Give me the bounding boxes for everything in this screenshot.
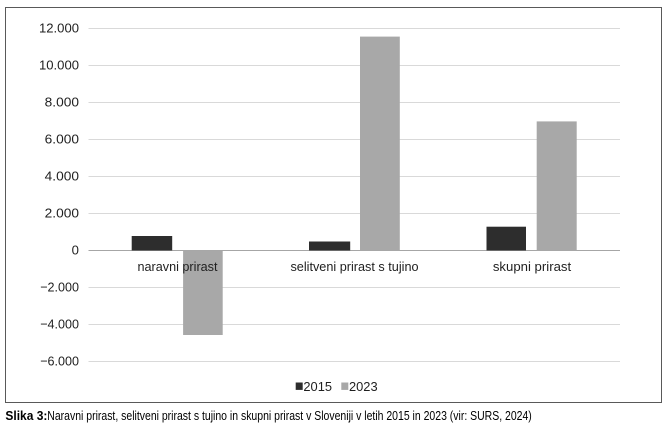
svg-text:naravni prirast: naravni prirast bbox=[138, 259, 218, 274]
svg-text:4.000: 4.000 bbox=[45, 168, 79, 183]
svg-text:0: 0 bbox=[72, 242, 79, 257]
svg-text:2015: 2015 bbox=[303, 379, 332, 394]
svg-text:8.000: 8.000 bbox=[45, 94, 79, 109]
svg-text:skupni prirast: skupni prirast bbox=[493, 259, 572, 274]
svg-text:6.000: 6.000 bbox=[45, 131, 79, 146]
svg-text:−2.000: −2.000 bbox=[40, 279, 79, 294]
svg-text:2023: 2023 bbox=[349, 379, 378, 394]
svg-text:2.000: 2.000 bbox=[45, 205, 79, 220]
svg-text:Naravni prirast, selitveni pri: Naravni prirast, selitveni prirast s tuj… bbox=[47, 409, 532, 423]
svg-text:selitveni prirast s tujino: selitveni prirast s tujino bbox=[290, 259, 418, 274]
svg-text:10.000: 10.000 bbox=[39, 57, 79, 72]
svg-text:Slika 3:: Slika 3: bbox=[5, 409, 47, 423]
svg-text:−6.000: −6.000 bbox=[40, 353, 79, 368]
svg-text:12.000: 12.000 bbox=[39, 20, 79, 35]
svg-text:−4.000: −4.000 bbox=[40, 316, 79, 331]
